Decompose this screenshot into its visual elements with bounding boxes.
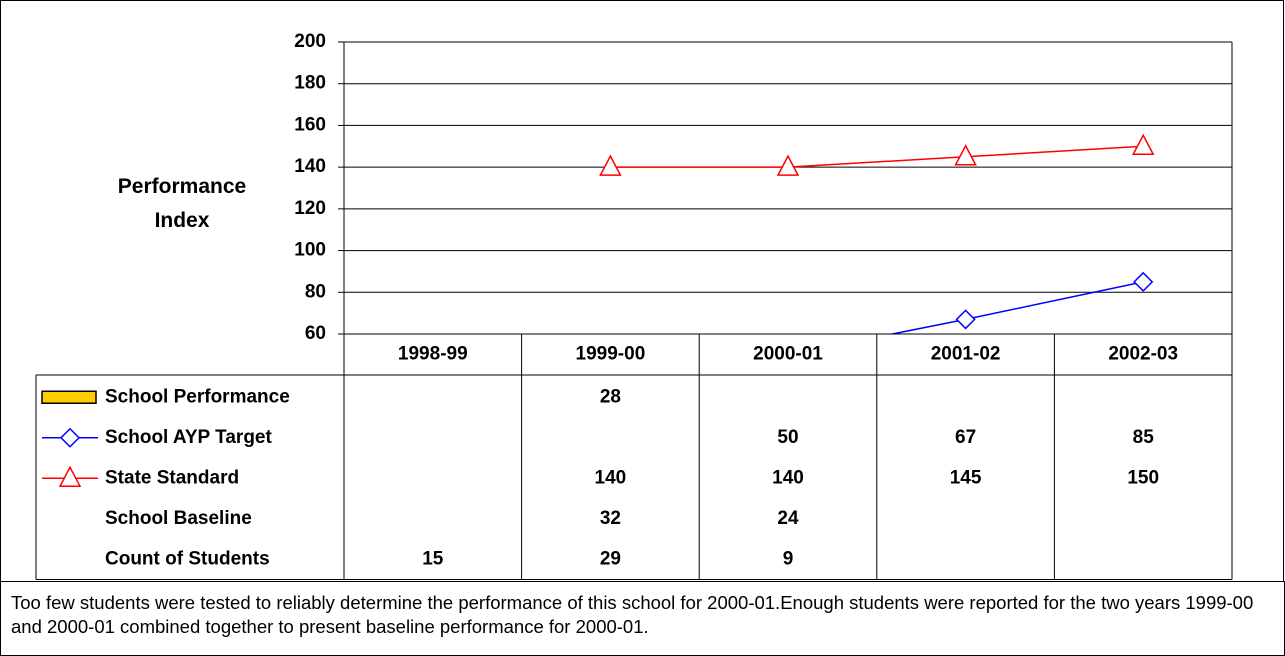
x-tick-label: 2002-03: [1108, 344, 1178, 365]
series-line: [610, 145, 1144, 168]
plot-area: [556, 133, 1155, 334]
legend-label: School Baseline: [105, 508, 252, 529]
table-value: 32: [600, 508, 621, 529]
table-value: 24: [777, 508, 799, 529]
legend-label: School AYP Target: [105, 427, 272, 448]
legend-label: State Standard: [105, 467, 239, 488]
legend-label: School Performance: [105, 386, 290, 407]
marker: [599, 154, 622, 176]
y-tick-label: 100: [294, 240, 326, 261]
y-tick-label: 120: [294, 198, 326, 219]
x-tick-label: 1999-00: [576, 344, 646, 365]
marker: [776, 154, 800, 176]
marker: [955, 309, 976, 330]
marker: [954, 144, 977, 166]
y-tick-label: 200: [294, 31, 326, 52]
table-value: 9: [783, 548, 794, 569]
x-tick-label: 2000-01: [753, 344, 823, 365]
legend-marker: [58, 465, 82, 487]
table-value: 140: [595, 467, 627, 488]
table-value: 67: [955, 427, 976, 448]
table-value: 140: [772, 467, 804, 488]
chart: 60 80 100 120 140 160 180 200 1998-99 1999-00 200…: [0, 0, 1284, 582]
table-value: 85: [1133, 427, 1155, 448]
y-tick-label: 80: [305, 281, 326, 302]
legend-marker: [59, 427, 81, 448]
y-tick-label: 140: [294, 156, 326, 177]
marker: [1131, 133, 1155, 156]
grid: 60 80 100 120 140 160 180 200: [294, 31, 1233, 344]
table-value: 145: [950, 467, 982, 488]
table-value: 150: [1127, 467, 1159, 488]
legend-label: Count of Students: [105, 548, 270, 569]
y-tick-label: 160: [294, 114, 326, 135]
table-value: 50: [777, 427, 798, 448]
footnote: Too few students were tested to reliably…: [0, 581, 1285, 656]
x-tick-label: 2001-02: [931, 344, 1001, 365]
y-tick-label: 60: [305, 323, 326, 344]
chart-border: [0, 0, 1284, 582]
table-value: 28: [600, 386, 621, 407]
data-table: 1998-99 1999-00 2000-01 2001-02 2002-03 Schoo…: [35, 333, 1233, 580]
table-value: 29: [600, 548, 621, 569]
marker: [1133, 271, 1154, 292]
table-value: 15: [422, 548, 444, 569]
legend-key: [41, 390, 97, 404]
x-tick-label: 1998-99: [398, 344, 468, 365]
y-tick-label: 180: [294, 73, 326, 94]
y-axis-label: Performance Index: [117, 175, 247, 232]
